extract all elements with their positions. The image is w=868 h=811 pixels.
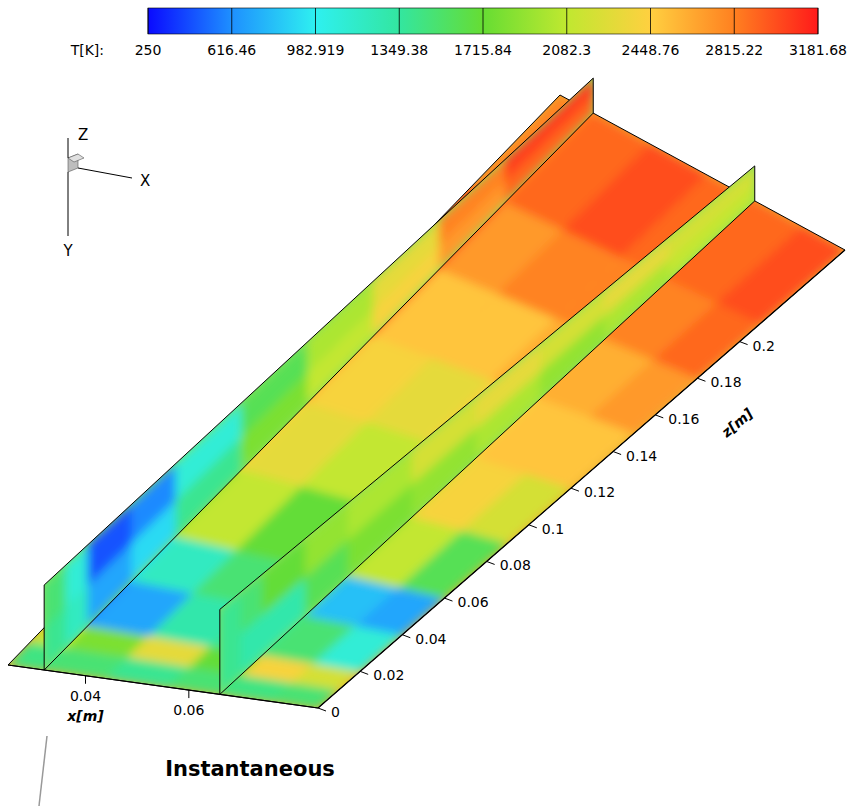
x-axis-line xyxy=(8,665,318,708)
z-tick-label: 0.08 xyxy=(500,557,531,573)
colorbar-tick xyxy=(148,8,149,34)
cell xyxy=(242,342,308,436)
z-tick xyxy=(529,525,537,528)
x-axis-title: x[m] xyxy=(66,708,104,724)
z-tick-label: 0.14 xyxy=(626,448,657,464)
triad-axis xyxy=(68,138,69,158)
cell xyxy=(505,78,593,181)
colorbar-tick xyxy=(818,8,819,34)
z-tick xyxy=(487,561,495,564)
plane-area xyxy=(220,166,755,694)
x-tick-label: 0.04 xyxy=(70,688,101,704)
z-tick-label: 0.1 xyxy=(542,521,564,537)
cell xyxy=(440,159,506,244)
cell xyxy=(44,565,66,628)
cell xyxy=(477,343,541,427)
plate-area xyxy=(8,95,845,708)
cell xyxy=(399,531,508,598)
plane-ground xyxy=(44,78,593,670)
triad-axis xyxy=(68,172,69,236)
colorbar-tick-label: 2448.76 xyxy=(622,42,680,58)
colorbar xyxy=(148,8,818,34)
cell xyxy=(263,538,306,614)
z-tick xyxy=(360,671,368,674)
z-tick-label: 0.06 xyxy=(457,594,488,610)
cell xyxy=(308,281,374,372)
x-tick xyxy=(85,676,86,684)
cell xyxy=(88,504,132,585)
colorbar-tick xyxy=(650,8,651,34)
cell xyxy=(132,463,176,542)
plate-frame xyxy=(8,95,845,708)
colorbar-tick xyxy=(315,8,316,34)
colorbar-tick-label: 2082.3 xyxy=(542,42,591,58)
colorbar-tick xyxy=(734,8,735,34)
pointer-line xyxy=(39,736,47,806)
colorbar-tick-label: 1349.38 xyxy=(370,42,428,58)
plane-ground xyxy=(220,166,755,694)
plane-area xyxy=(44,78,593,670)
x-tick-label: 0.06 xyxy=(173,702,204,718)
z-tick xyxy=(655,415,663,418)
chart-root: 0.04 0.06 x[m] 0 0.02 0.04 0.06 0.08 0.1 0.12 0.14… xyxy=(0,0,868,811)
plane-cells xyxy=(44,78,593,670)
title: Instantaneous xyxy=(165,757,335,781)
figure: 0.04 0.06 x[m] 0 0.02 0.04 0.06 0.08 0.1 0.12 0.14… xyxy=(0,0,868,811)
z-tick-label: 0.18 xyxy=(710,374,741,390)
z-tick xyxy=(318,708,326,711)
triad-cube xyxy=(68,154,84,162)
colorbar-tick xyxy=(231,8,232,34)
axis-triad: Z X Y xyxy=(62,126,150,260)
x-tick xyxy=(188,690,189,698)
cell xyxy=(305,503,348,577)
z-tick xyxy=(571,488,579,491)
triad-label: Z xyxy=(78,126,88,144)
z-tick xyxy=(402,635,410,638)
z-axis-line xyxy=(318,250,845,708)
colorbar-tick xyxy=(566,8,567,34)
triad-label: Y xyxy=(62,242,73,260)
z-tick-label: 0.04 xyxy=(415,631,446,647)
colorbar-tick xyxy=(399,8,400,34)
z-tick-label: 0.2 xyxy=(753,338,775,354)
colorbar-tick-label: 982.919 xyxy=(287,42,345,58)
colorbar-tick xyxy=(483,8,484,34)
z-tick xyxy=(613,452,621,455)
z-axis-title: z[m] xyxy=(718,405,757,441)
cell xyxy=(541,290,605,371)
colorbar-tick-label: 250 xyxy=(135,42,162,58)
triad-axis xyxy=(78,168,132,178)
plane-frame xyxy=(44,78,593,670)
z-tick-label: 0.12 xyxy=(584,484,615,500)
plate-ground xyxy=(8,95,845,708)
colorbar-title: T[K]: xyxy=(70,42,104,58)
cell xyxy=(412,397,476,484)
z-tick xyxy=(444,598,452,601)
cell xyxy=(463,474,571,543)
z-tick-label: 0.16 xyxy=(668,411,699,427)
colorbar-tick-label: 3181.68 xyxy=(789,42,847,58)
cell xyxy=(605,237,669,315)
colorbar-tick-label: 2815.22 xyxy=(705,42,763,58)
cell xyxy=(374,220,440,308)
cell xyxy=(176,403,242,500)
plane-cells xyxy=(220,166,755,694)
plate-cells xyxy=(8,95,845,708)
z-tick-label: 0.02 xyxy=(373,667,404,683)
plane-frame xyxy=(220,166,755,694)
z-tick-label: 0 xyxy=(331,704,340,720)
z-tick xyxy=(697,378,705,381)
cell xyxy=(717,227,845,324)
colorbar-tick-label: 616.46 xyxy=(207,42,256,58)
triad-label: X xyxy=(140,172,150,190)
colorbar-tick-label: 1715.84 xyxy=(454,42,512,58)
z-tick xyxy=(740,342,748,345)
cell xyxy=(66,544,88,606)
